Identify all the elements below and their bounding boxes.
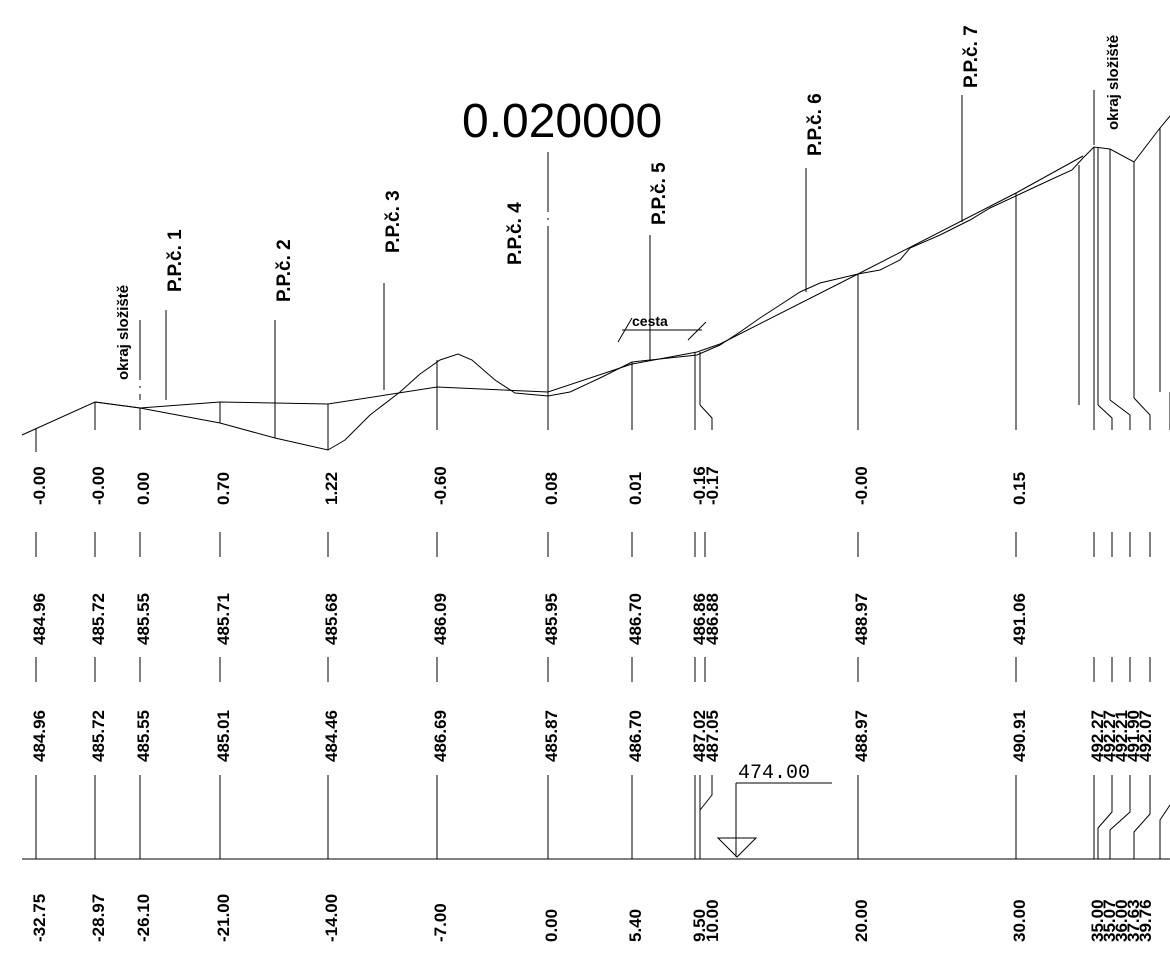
cesta-tick-right [687, 321, 707, 341]
stations-value: 9.50 [690, 909, 709, 942]
section-scale-title: 0.020000 [462, 95, 662, 148]
differences-value: 0.01 [626, 472, 645, 505]
design-value: 486.88 [703, 593, 722, 645]
terrain-value: 487.02 [690, 710, 709, 762]
terrain-value: 485.01 [214, 710, 233, 762]
design-line [94, 155, 1084, 409]
design-value: 484.96 [30, 593, 49, 645]
stations-value: 20.00 [852, 899, 871, 942]
differences-value: 0.70 [214, 472, 233, 505]
stations-value: 0.00 [542, 909, 561, 942]
stations-value: 35.07 [1100, 899, 1119, 942]
design-value: 486.09 [431, 593, 450, 645]
design-value: 491.06 [1010, 593, 1029, 645]
terrain-value: 486.70 [626, 710, 645, 762]
cesta-label: cesta [632, 313, 668, 329]
differences-value: -0.00 [852, 466, 871, 505]
stations-value: -26.10 [134, 894, 153, 942]
stations-value: 10.00 [703, 899, 722, 942]
row-stations: -32.75 -28.97 -26.10 -21.00 -14.00 -7.00 0.00 5… [30, 894, 1155, 942]
stations-value: -21.00 [214, 894, 233, 942]
design-value: 485.95 [542, 593, 561, 645]
okraj-right-label: okraj složiště [1105, 35, 1122, 130]
terrain-value: 491.90 [1124, 710, 1143, 762]
stations-value: 39.76 [1136, 899, 1155, 942]
terrain-value: 487.05 [703, 710, 722, 762]
stations-value: 36.00 [1112, 899, 1131, 942]
okraj-left-label: okraj složiště [115, 285, 132, 380]
terrain-value: 492.27 [1100, 710, 1119, 762]
differences-value: 0.15 [1010, 472, 1029, 505]
row-design-heights: 484.96 485.72 485.55 485.71 485.68 486.09 485.… [30, 593, 1029, 645]
row-terrain-heights: 484.96 485.72 485.55 485.01 484.46 486.69 485.… [30, 710, 1155, 762]
stations-value: 5.40 [626, 909, 645, 942]
terrain-value: 490.91 [1010, 710, 1029, 762]
datum-label: 474.00 [738, 762, 810, 785]
row-differences: -0.00 -0.00 0.00 0.70 1.22 -0.60 0.08 0.01 -0.16… [30, 466, 1029, 505]
terrain-value: 484.46 [322, 710, 341, 762]
design-value: 485.68 [322, 593, 341, 645]
terrain-line [21, 115, 1170, 451]
terrain-value: 485.72 [89, 710, 108, 762]
design-value: 486.86 [690, 593, 709, 645]
differences-value: 1.22 [322, 472, 341, 505]
design-value: 485.71 [214, 593, 233, 645]
design-value: 485.55 [134, 593, 153, 645]
terrain-value: 492.07 [1136, 710, 1155, 762]
terrain-value: 488.97 [852, 710, 871, 762]
ppc-leaders [165, 95, 963, 438]
terrain-value: 485.55 [134, 710, 153, 762]
ppc1-label: P.P.č. 1 [165, 229, 186, 292]
stations-value: 30.00 [1010, 899, 1029, 942]
terrain-value: 484.96 [30, 710, 49, 762]
ppc7-label: P.P.č. 7 [961, 25, 982, 88]
design-value: 485.72 [89, 593, 108, 645]
differences-value: 0.08 [542, 472, 561, 505]
ppc6-label: P.P.č. 6 [805, 93, 826, 156]
differences-value: 0.00 [134, 472, 153, 505]
datum-triangle-icon [716, 837, 758, 858]
stations-value: -14.00 [322, 894, 341, 942]
differences-value: -0.17 [703, 466, 722, 505]
ppc3-label: P.P.č. 3 [383, 190, 404, 253]
differences-value: -0.00 [89, 466, 108, 505]
terrain-value: 492.21 [1112, 710, 1131, 762]
ppc5-label: P.P.č. 5 [649, 162, 670, 225]
station-verticals [35, 128, 1170, 452]
stations-value: 35.00 [1088, 899, 1107, 942]
differences-value: -0.16 [690, 466, 709, 505]
differences-value: -0.00 [30, 466, 49, 505]
rotated-labels: okraj složiště P.P.č. 1 P.P.č. 2 P.P.č. … [115, 25, 1122, 380]
bottom-verticals [35, 775, 1170, 859]
ppc2-label: P.P.č. 2 [274, 239, 295, 302]
design-value: 486.70 [626, 593, 645, 645]
stations-value: 37.63 [1124, 899, 1143, 942]
terrain-value: 492.27 [1088, 710, 1107, 762]
differences-value: -0.60 [431, 466, 450, 505]
stations-value: -28.97 [89, 894, 108, 942]
stations-value: -7.00 [431, 903, 450, 942]
cesta-tick-left [617, 317, 633, 343]
stations-value: -32.75 [30, 894, 49, 942]
terrain-value: 486.69 [431, 710, 450, 762]
ppc4-label: P.P.č. 4 [505, 202, 526, 265]
row-ticks [35, 532, 1151, 682]
terrain-value: 485.87 [542, 710, 561, 762]
design-value: 488.97 [852, 593, 871, 645]
